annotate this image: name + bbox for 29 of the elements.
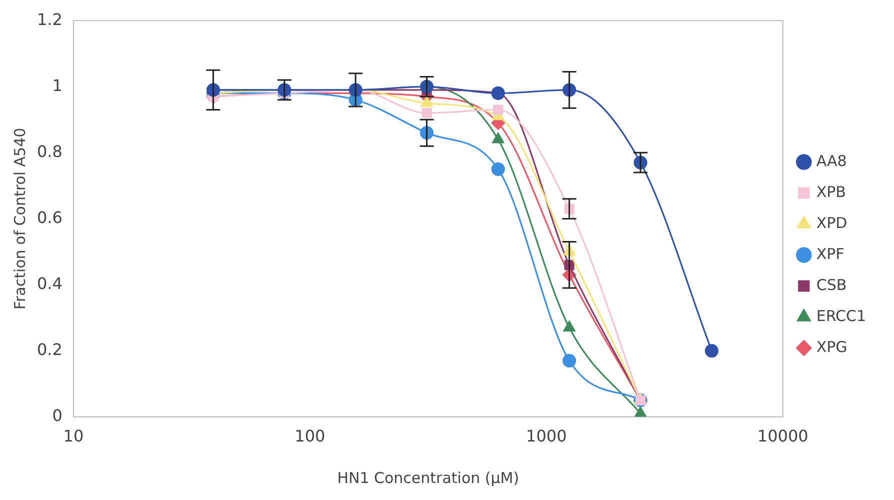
point (704, 344, 718, 358)
point (420, 96, 433, 107)
y-tick-label: 0 (52, 406, 62, 425)
point (562, 354, 576, 368)
y-tick-label: 1 (52, 76, 62, 95)
x-tick-label: 10 (63, 426, 84, 446)
y-tick-label: 0.2 (36, 340, 62, 359)
legend-label: ERCC1 (816, 306, 866, 325)
y-tick-label: 0.8 (36, 142, 62, 161)
legend-label: AA8 (816, 152, 847, 170)
x-axis-title: HN1 Concentration (μM) (337, 468, 520, 487)
point (492, 132, 504, 144)
x-tick-label: 10000 (757, 426, 808, 446)
y-tick-label: 0.6 (36, 208, 62, 227)
legend-label: CSB (816, 276, 847, 294)
x-tick-label: 1000 (526, 426, 567, 446)
x-tick-label: 100 (294, 426, 326, 446)
point (422, 108, 432, 118)
point (493, 104, 504, 115)
point (491, 162, 505, 176)
legend-label: XPB (816, 182, 846, 201)
point (634, 406, 646, 417)
y-tick-label: 0.4 (36, 274, 62, 293)
y-axis-title: Fraction of Control A540 (10, 128, 29, 310)
legend-label: XPG (816, 338, 848, 356)
legend-label: XPF (816, 244, 844, 263)
legend-label: XPD (816, 214, 848, 232)
point (563, 320, 576, 332)
y-tick-label: 1.2 (36, 10, 62, 29)
